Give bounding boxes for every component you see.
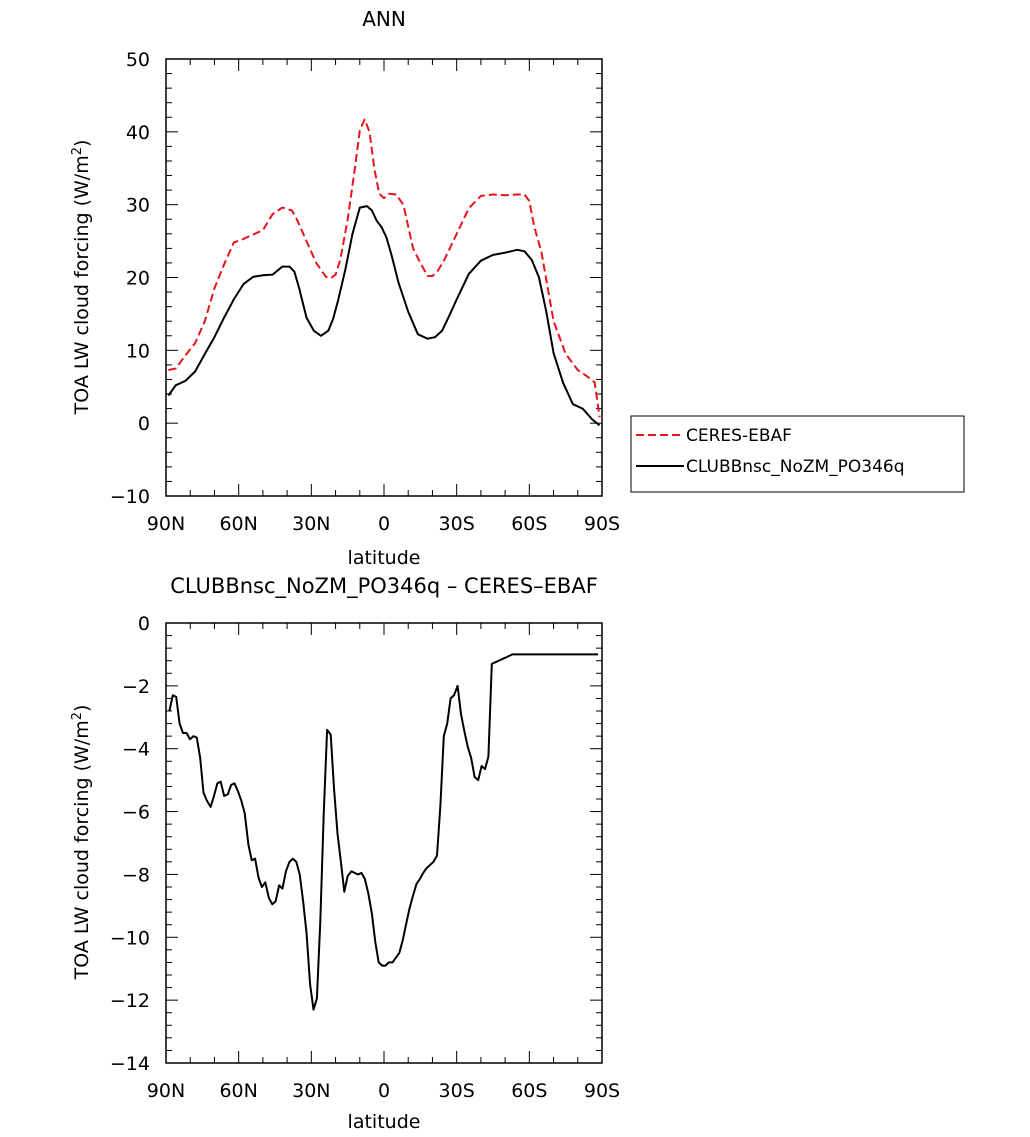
- top-xtick-label: 0: [378, 513, 390, 535]
- legend-box: [630, 415, 965, 493]
- bottom-ytick-label: −10: [110, 927, 150, 949]
- bottom-ytick-label: 0: [138, 613, 150, 635]
- top-ytick-label: 30: [126, 195, 150, 217]
- top-panel-ylabel: TOA LW cloud forcing (W/m2): [70, 140, 93, 416]
- top-series-line-1: [167, 205, 601, 427]
- top-ytick-label: 50: [126, 49, 150, 71]
- top-xtick-label: 90S: [584, 513, 620, 535]
- bottom-ytick-label: −6: [122, 802, 150, 824]
- bottom-xtick-label: 30N: [292, 1080, 330, 1102]
- legend-label-ceres: CERES-EBAF: [686, 426, 792, 446]
- bottom-xtick-label: 30S: [439, 1080, 475, 1102]
- bottom-xtick-label: 60N: [219, 1080, 257, 1102]
- top-panel: ANN −10 0 10 20 30 40 50 90N 60N 30N 0 30S 60S 90S la…: [70, 7, 965, 569]
- top-series-line-0: [168, 118, 601, 418]
- bottom-xtick-label: 60S: [511, 1080, 547, 1102]
- top-xtick-label: 30S: [439, 513, 475, 535]
- top-ytick-label: 0: [138, 413, 150, 435]
- bottom-panel-xlabel: latitude: [348, 1111, 421, 1133]
- bottom-panel: CLUBBnsc_NoZM_PO346q – CERES–EBAF −14 −12…: [70, 574, 620, 1133]
- top-ytick-label: −10: [110, 486, 150, 508]
- bottom-ytick-label: −12: [110, 990, 150, 1012]
- bottom-ytick-label: −2: [122, 676, 150, 698]
- top-xtick-label: 60N: [219, 513, 257, 535]
- bottom-panel-ylabel: TOA LW cloud forcing (W/m2): [70, 705, 93, 981]
- bottom-plot-area: −14 −12 −10 −8 −6 −4 −2 0 90N 60N 30N 0 30S 60S 90S: [110, 613, 620, 1102]
- top-ytick-label: 10: [126, 340, 150, 362]
- bottom-series-line-0: [168, 653, 599, 1011]
- bottom-ytick-label: −4: [122, 739, 150, 761]
- bottom-panel-title: CLUBBnsc_NoZM_PO346q – CERES–EBAF: [170, 574, 598, 599]
- top-xtick-label: 30N: [292, 513, 330, 535]
- top-ytick-label: 20: [126, 268, 150, 290]
- bottom-ytick-label: −14: [110, 1053, 150, 1075]
- top-plot-area: −10 0 10 20 30 40 50 90N 60N 30N 0 30S 60S 90S: [110, 49, 620, 535]
- top-panel-xlabel: latitude: [348, 547, 421, 569]
- top-plot-frame: [165, 58, 603, 497]
- legend: CERES-EBAF CLUBBnsc_NoZM_PO346q: [630, 415, 965, 493]
- top-xtick-label: 60S: [511, 513, 547, 535]
- top-panel-title: ANN: [362, 7, 406, 31]
- bottom-xtick-label: 90N: [147, 1080, 185, 1102]
- bottom-plot-frame: [165, 622, 603, 1064]
- top-ytick-label: 40: [126, 122, 150, 144]
- top-xtick-label: 90N: [147, 513, 185, 535]
- bottom-ytick-label: −8: [122, 864, 150, 886]
- bottom-xtick-label: 0: [378, 1080, 390, 1102]
- bottom-xtick-label: 90S: [584, 1080, 620, 1102]
- legend-label-model: CLUBBnsc_NoZM_PO346q: [686, 457, 905, 477]
